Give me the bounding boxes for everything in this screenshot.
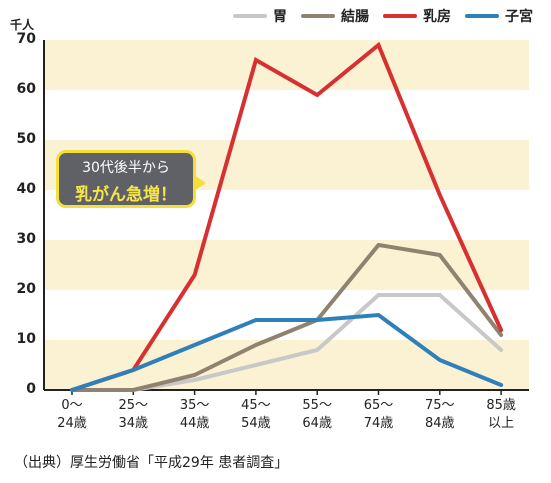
y-tick-label: 10: [16, 331, 36, 347]
legend-item-stomach: 胃: [233, 6, 287, 26]
legend-swatch: [465, 14, 499, 18]
series-line-1: [70, 242, 504, 392]
x-tick-label: 45〜 54歳: [241, 398, 271, 431]
x-tick-label: 75〜 84歳: [425, 398, 455, 431]
legend-label: 胃: [273, 9, 287, 25]
legend-item-uterus: 子宮: [465, 6, 533, 26]
y-tick-label: 30: [16, 231, 36, 247]
y-axis-unit: 千人: [10, 18, 35, 32]
y-tick-label: 0: [26, 381, 36, 397]
series-line-2: [70, 41, 504, 392]
series-line-3: [70, 312, 504, 392]
legend-item-breast: 乳房: [383, 6, 451, 26]
legend-label: 結腸: [341, 9, 369, 25]
x-tick-label: 65〜 74歳: [363, 398, 394, 431]
legend-swatch: [383, 14, 417, 18]
x-tick-label: 25〜 34歳: [118, 398, 149, 431]
y-tick-label: 70: [16, 31, 36, 47]
x-tick-label: 85歳 以上: [486, 398, 516, 431]
y-tick-label: 50: [16, 131, 36, 147]
x-tick-label: 35〜 44歳: [179, 398, 210, 431]
annotation-line1: 30代後半から: [82, 160, 170, 176]
legend-label: 子宮: [505, 9, 533, 25]
legend-item-colon: 結腸: [301, 6, 369, 26]
series-lines: [70, 41, 504, 392]
legend: 胃 結腸 乳房 子宮: [233, 6, 533, 26]
y-tick-label: 40: [16, 181, 36, 197]
y-tick-label: 60: [16, 81, 36, 97]
plot-bands: [44, 40, 529, 390]
y-tick-label: 20: [16, 281, 36, 297]
legend-swatch: [233, 14, 267, 18]
legend-label: 乳房: [423, 9, 451, 25]
plot-band: [44, 240, 529, 290]
x-tick-label: 55〜 64歳: [302, 398, 332, 431]
source-note: （出典）厚生労働省「平成29年 患者調査」: [14, 455, 289, 471]
annotation-line2: 乳がん急増！: [75, 185, 177, 205]
legend-swatch: [301, 14, 335, 18]
x-tick-label: 0〜 24歳: [57, 398, 87, 431]
annotation-callout: 30代後半から 乳がん急増！: [56, 150, 206, 208]
plot-band: [44, 40, 529, 90]
callout-pointer: [194, 175, 206, 191]
